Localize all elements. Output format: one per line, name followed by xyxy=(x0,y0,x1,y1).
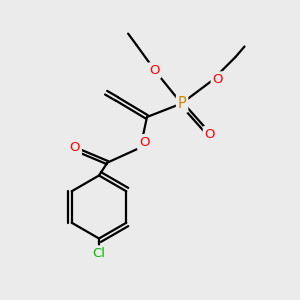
Text: O: O xyxy=(70,141,80,154)
Text: O: O xyxy=(205,128,215,141)
Text: O: O xyxy=(149,64,160,77)
Text: O: O xyxy=(212,73,223,86)
Text: O: O xyxy=(139,136,149,149)
Text: P: P xyxy=(178,96,187,111)
Text: Cl: Cl xyxy=(92,247,106,260)
